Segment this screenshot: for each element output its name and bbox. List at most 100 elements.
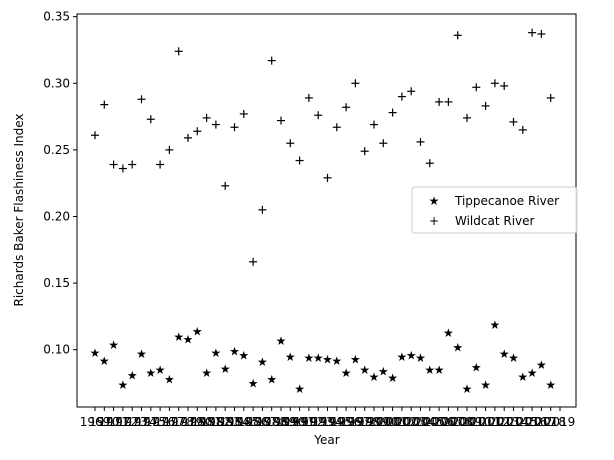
x-tick-label: 1973	[117, 415, 148, 429]
wildcat-point	[518, 125, 527, 134]
wildcat-point	[118, 164, 127, 173]
wildcat-point	[304, 93, 313, 102]
x-tick-label: 1988	[256, 415, 287, 429]
tippecanoe-point: ★	[331, 354, 342, 368]
x-tick-label: 2014	[498, 415, 529, 429]
wildcat-point	[379, 139, 388, 148]
tippecanoe-point: ★	[434, 363, 445, 377]
x-tick-label: 2005	[415, 415, 446, 429]
y-tick-label: 0.30	[43, 76, 70, 90]
x-tick-label: 1984	[219, 415, 250, 429]
tippecanoe-point: ★	[192, 325, 203, 339]
wildcat-point	[509, 117, 518, 126]
tippecanoe-point: ★	[127, 369, 138, 383]
x-tick-label: 1982	[201, 415, 232, 429]
legend-item-tippecanoe: ★ Tippecanoe River	[429, 194, 560, 208]
tippecanoe-point: ★	[173, 330, 184, 344]
tippecanoe-point: ★	[406, 349, 417, 363]
tippecanoe-point: ★	[490, 318, 501, 332]
tippecanoe-point: ★	[201, 366, 212, 380]
tippecanoe-point: ★	[536, 358, 547, 372]
tippecanoe-point: ★	[276, 334, 287, 348]
wildcat-point	[249, 257, 258, 266]
tippecanoe-point: ★	[452, 341, 463, 355]
wildcat-point	[295, 156, 304, 165]
legend-star-marker: ★	[429, 194, 440, 208]
wildcat-point	[230, 123, 239, 132]
x-tick-label: 1976	[145, 415, 176, 429]
x-tick-label: 1969	[80, 415, 111, 429]
wildcat-point	[444, 97, 453, 106]
wildcat-point	[239, 109, 248, 118]
x-tick-label: 1999	[359, 415, 390, 429]
legend-item-wildcat: + Wildcat River	[429, 214, 535, 228]
tippecanoe-point: ★	[145, 366, 156, 380]
x-tick-label: 2017	[526, 415, 557, 429]
y-axis-label: Richards Baker Flashiness Index	[12, 114, 26, 307]
tippecanoe-point: ★	[499, 347, 510, 361]
x-tick-label: 1991	[284, 415, 315, 429]
x-tick-label: 1990	[275, 415, 306, 429]
x-tick-label: 1970	[89, 415, 120, 429]
x-tick-label: 2002	[387, 415, 418, 429]
tippecanoe-point: ★	[322, 353, 333, 367]
wildcat-point	[277, 116, 285, 125]
tippecanoe-point: ★	[118, 378, 129, 392]
tippecanoe-point: ★	[527, 366, 538, 380]
wildcat-point	[425, 159, 434, 168]
wildcat-point	[407, 87, 416, 96]
x-tick-label: 1977	[154, 415, 185, 429]
tippecanoe-point: ★	[480, 378, 491, 392]
tippecanoe-point: ★	[415, 351, 426, 365]
wildcat-point	[528, 28, 537, 37]
tippecanoe-point: ★	[183, 333, 194, 347]
wildcat-point	[332, 123, 341, 132]
x-tick-label: 2010	[461, 415, 492, 429]
wildcat-point	[481, 101, 490, 110]
data-marks: ★★★★★★★★★★★★★★★★★★★★★★★★★★★★★★★★★★★★★★★★…	[90, 28, 556, 396]
x-tick-label: 2015	[508, 415, 539, 429]
tippecanoe-point: ★	[211, 346, 222, 360]
wildcat-point	[314, 111, 323, 120]
wildcat-point	[323, 173, 332, 182]
tippecanoe-point: ★	[424, 363, 435, 377]
x-tick-label: 1979	[173, 415, 204, 429]
tippecanoe-point: ★	[313, 351, 324, 365]
y-tick-label: 0.35	[43, 10, 70, 24]
x-tick-label: 1996	[331, 415, 362, 429]
tippecanoe-point: ★	[387, 371, 398, 385]
wildcat-point	[91, 131, 99, 140]
x-tick-label: 1995	[322, 415, 353, 429]
tippecanoe-point: ★	[304, 351, 315, 365]
x-tick-label: 1992	[294, 415, 325, 429]
x-tick-label: 2007	[433, 415, 464, 429]
x-tick-label: 2003	[396, 415, 427, 429]
tippecanoe-point: ★	[248, 377, 259, 391]
x-tick-label: 1993	[303, 415, 334, 429]
wildcat-point	[490, 79, 499, 88]
x-tick-label: 2000	[368, 415, 399, 429]
y-tick-label: 0.10	[43, 343, 70, 357]
wildcat-point	[193, 127, 202, 136]
tippecanoe-point: ★	[266, 373, 277, 387]
wildcat-point	[202, 113, 211, 122]
legend-plus-marker: +	[429, 214, 439, 228]
wildcat-point	[165, 145, 174, 154]
tippecanoe-point: ★	[257, 355, 268, 369]
tippecanoe-point: ★	[517, 370, 528, 384]
x-tick-label: 1997	[340, 415, 371, 429]
x-tick-label: 2019	[545, 415, 576, 429]
wildcat-point	[146, 115, 155, 124]
tippecanoe-point: ★	[378, 365, 389, 379]
wildcat-point	[184, 133, 192, 142]
tippecanoe-point: ★	[238, 349, 249, 363]
wildcat-point	[109, 160, 118, 169]
tippecanoe-point: ★	[350, 353, 361, 367]
axis-ticks: 0.10 0.15 0.20 0.25 0.30 0.35 1969197019711972…	[43, 10, 575, 429]
wildcat-point	[286, 139, 295, 148]
x-tick-label: 1987	[247, 415, 278, 429]
x-tick-label: 1985	[229, 415, 260, 429]
x-tick-label: 2013	[489, 415, 520, 429]
wildcat-point	[100, 100, 109, 109]
wildcat-point	[156, 160, 165, 169]
